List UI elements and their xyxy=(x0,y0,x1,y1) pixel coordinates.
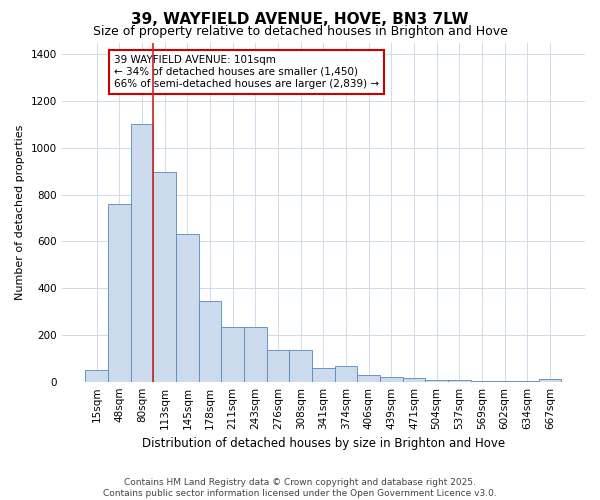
Bar xyxy=(176,234,199,382)
Text: Size of property relative to detached houses in Brighton and Hove: Size of property relative to detached ho… xyxy=(92,25,508,38)
Bar xyxy=(312,368,335,382)
Bar xyxy=(199,301,221,382)
Bar xyxy=(131,124,154,382)
Bar xyxy=(380,377,403,382)
Bar xyxy=(85,370,108,382)
Text: 39 WAYFIELD AVENUE: 101sqm
← 34% of detached houses are smaller (1,450)
66% of s: 39 WAYFIELD AVENUE: 101sqm ← 34% of deta… xyxy=(114,56,379,88)
Bar xyxy=(266,350,289,382)
Bar xyxy=(289,350,312,382)
Bar xyxy=(448,380,470,382)
Bar xyxy=(403,378,425,382)
Bar xyxy=(335,366,358,382)
Bar xyxy=(108,204,131,382)
Y-axis label: Number of detached properties: Number of detached properties xyxy=(15,124,25,300)
Bar xyxy=(516,380,539,382)
Bar xyxy=(221,326,244,382)
Bar xyxy=(539,380,561,382)
Text: 39, WAYFIELD AVENUE, HOVE, BN3 7LW: 39, WAYFIELD AVENUE, HOVE, BN3 7LW xyxy=(131,12,469,28)
Bar xyxy=(244,326,266,382)
Bar xyxy=(358,374,380,382)
X-axis label: Distribution of detached houses by size in Brighton and Hove: Distribution of detached houses by size … xyxy=(142,437,505,450)
Bar xyxy=(470,380,493,382)
Text: Contains HM Land Registry data © Crown copyright and database right 2025.
Contai: Contains HM Land Registry data © Crown c… xyxy=(103,478,497,498)
Bar xyxy=(154,172,176,382)
Bar xyxy=(425,380,448,382)
